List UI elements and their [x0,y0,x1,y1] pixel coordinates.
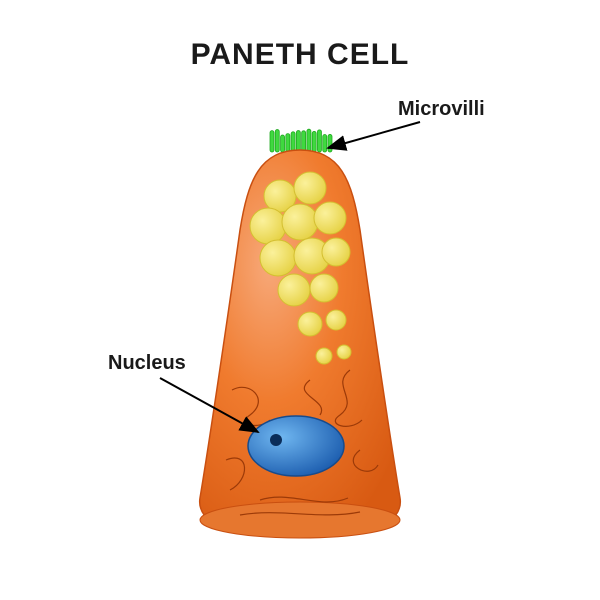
cell-diagram [0,0,600,600]
nucleolus [270,434,282,446]
cell-base [200,502,400,538]
arrow-microvilli [328,122,420,148]
microvilli-group [270,129,332,152]
nucleus-shape [248,416,344,476]
